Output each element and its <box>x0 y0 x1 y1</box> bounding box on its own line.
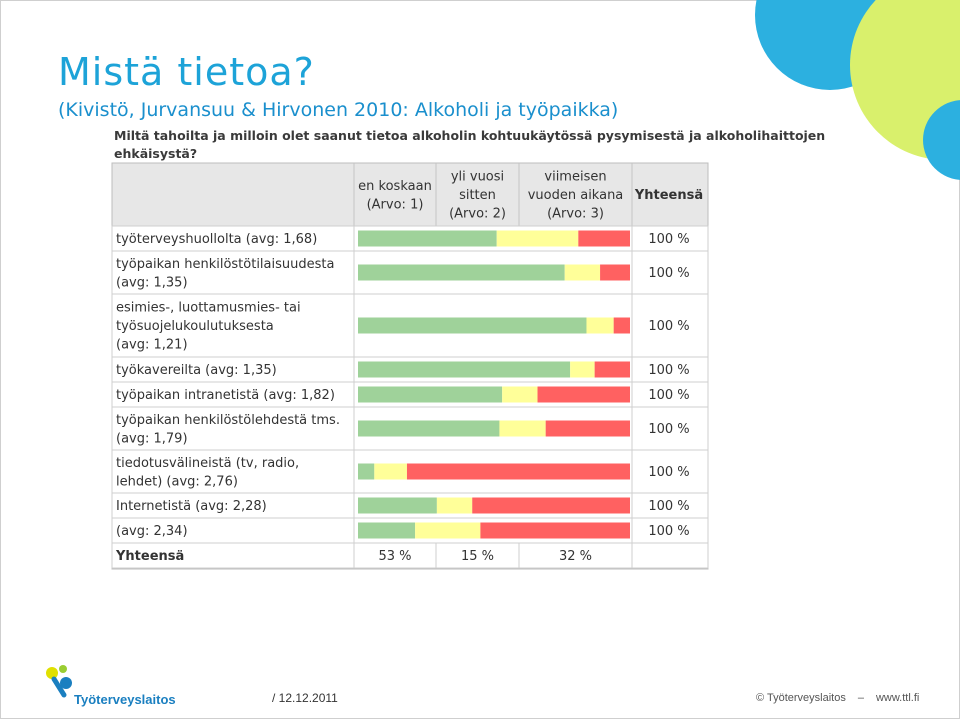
slide-title: Mistä tietoa? <box>58 50 315 94</box>
bar-segment-over-year <box>499 420 546 437</box>
bar-segment-over-year <box>564 264 601 281</box>
logo-text: Työterveyslaitos <box>74 692 176 707</box>
bar-segment-over-year <box>586 317 614 334</box>
bar-segment-over-year <box>436 497 473 514</box>
row-label: työsuojelukoulutuksesta <box>116 319 274 334</box>
column-header-label: Yhteensä <box>634 188 703 203</box>
bar-segment-never <box>358 463 375 480</box>
bar-segment-never <box>358 497 437 514</box>
row-label: lehdet) (avg: 2,76) <box>116 474 238 489</box>
totals-label: Yhteensä <box>115 549 184 564</box>
column-header-label: sitten <box>459 188 496 203</box>
bar-segment-last-year <box>480 522 630 539</box>
row-label: (avg: 1,79) <box>116 431 188 446</box>
row-total: 100 % <box>648 499 689 514</box>
bar-segment-never <box>358 386 503 403</box>
ttl-logo-icon <box>46 665 72 698</box>
bar-segment-never <box>358 264 565 281</box>
row-label: työterveyshuollolta (avg: 1,68) <box>116 232 317 247</box>
column-header-label: (Arvo: 1) <box>367 197 424 212</box>
row-total: 100 % <box>648 363 689 378</box>
column-header-label: yli vuosi <box>451 170 504 185</box>
bar-segment-last-year <box>406 463 630 480</box>
survey-stacked-bar-table: en koskaan (Arvo: 1) yli vuosi sitten (Arvo:… <box>111 162 709 570</box>
survey-question: Miltä tahoilta ja milloin olet saanut ti… <box>114 128 826 161</box>
row-total: 100 % <box>648 266 689 281</box>
row-label: työpaikan intranetistä (avg: 1,82) <box>116 388 335 403</box>
bar-segment-never <box>358 361 571 378</box>
column-header-label: (Arvo: 2) <box>449 207 506 222</box>
column-header-label: en koskaan <box>358 179 432 194</box>
copyright-text: © Työterveyslaitos <box>756 692 846 704</box>
totals-value: 32 % <box>559 549 592 564</box>
slide-subtitle: (Kivistö, Jurvansuu & Hirvonen 2010: Alk… <box>58 99 619 121</box>
bar-segment-over-year <box>374 463 407 480</box>
bar-segment-never <box>358 420 500 437</box>
website-link[interactable]: www.ttl.fi <box>875 692 920 704</box>
footer-dash: – <box>857 692 864 704</box>
bar-segment-over-year <box>570 361 595 378</box>
bar-segment-never <box>358 522 416 539</box>
row-label: työpaikan henkilöstölehdestä tms. <box>116 413 340 428</box>
row-label: (avg: 2,34) <box>116 524 188 539</box>
row-label: esimies-, luottamusmies- tai <box>116 301 301 316</box>
column-header-label: viimeisen <box>544 170 606 185</box>
bar-segment-last-year <box>545 420 630 437</box>
bar-segment-last-year <box>472 497 630 514</box>
column-header-label: (Arvo: 3) <box>547 207 604 222</box>
chart-header-background <box>111 162 709 227</box>
footer-copyright: © Työterveyslaitos – www.ttl.fi <box>756 692 919 704</box>
bar-segment-over-year <box>502 386 538 403</box>
bar-segment-over-year <box>415 522 481 539</box>
decorative-circles <box>755 0 960 180</box>
row-label: työkavereilta (avg: 1,35) <box>116 363 277 378</box>
row-total: 100 % <box>648 422 689 437</box>
bar-segment-last-year <box>578 230 630 247</box>
row-label: työpaikan henkilöstötilaisuudesta <box>116 257 334 272</box>
row-label: Internetistä (avg: 2,28) <box>116 499 267 514</box>
row-total: 100 % <box>648 319 689 334</box>
row-total: 100 % <box>648 524 689 539</box>
row-label: tiedotusvälineistä (tv, radio, <box>116 456 299 471</box>
row-total: 100 % <box>648 232 689 247</box>
totals-row <box>111 542 709 569</box>
totals-value: 15 % <box>461 549 494 564</box>
bar-segment-never <box>358 230 497 247</box>
row-label: (avg: 1,21) <box>116 338 188 353</box>
blue-circle-small <box>923 100 960 180</box>
row-total: 100 % <box>648 465 689 480</box>
bar-segment-over-year <box>496 230 579 247</box>
bar-segment-last-year <box>594 361 630 378</box>
totals-value: 53 % <box>378 549 411 564</box>
footer-date: / 12.12.2011 <box>272 691 338 705</box>
bar-segment-last-year <box>613 317 630 334</box>
bar-segment-last-year <box>600 264 630 281</box>
bar-segment-never <box>358 317 587 334</box>
bar-segment-last-year <box>537 386 630 403</box>
column-header-label: vuoden aikana <box>528 188 624 203</box>
row-label: (avg: 1,35) <box>116 275 188 290</box>
row-total: 100 % <box>648 388 689 403</box>
